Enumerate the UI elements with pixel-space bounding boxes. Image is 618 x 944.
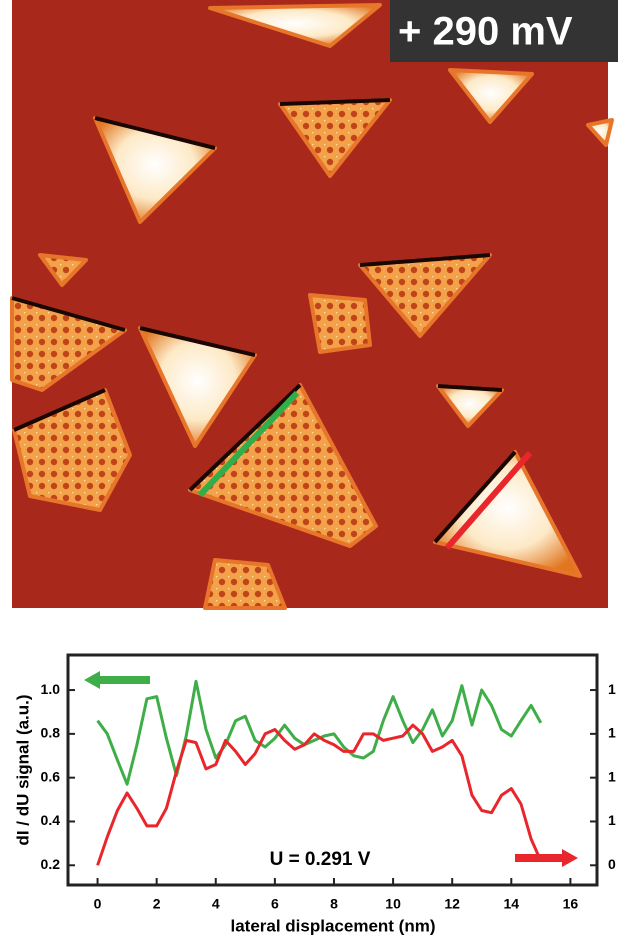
x-axis-label: lateral displacement (nm) [230,916,435,935]
voltage-label: + 290 mV [398,10,573,54]
green-arrow [84,671,150,689]
x-tick-label: 16 [563,896,579,912]
y2-tick-label: 1 [608,681,616,697]
y2-tick-label: 0 [608,856,616,872]
page: + 290 mV dI / dU signal (a.u.) lateral d… [0,0,618,944]
y2-tick-label: 1 [608,768,616,784]
x-tick-label: 14 [504,896,520,912]
x-tick-label: 12 [444,896,460,912]
x-tick-label: 4 [212,896,220,912]
y-tick-label: 0.2 [41,856,61,872]
y-tick-label: 1.0 [41,681,61,697]
x-tick-label: 6 [271,896,279,912]
red-arrow [515,849,578,867]
y-tick-label: 0.6 [41,768,61,784]
y2-tick-label: 1 [608,725,616,741]
annotation: U = 0.291 V [270,849,371,870]
x-tick-label: 2 [153,896,161,912]
y-tick-label: 0.4 [41,812,61,828]
figure: + 290 mV dI / dU signal (a.u.) lateral d… [0,0,618,944]
x-tick-label: 8 [330,896,338,912]
y2-tick-label: 1 [608,812,616,828]
stm-image: + 290 mV [12,0,618,608]
y-axis-label: dI / dU signal (a.u.) [13,694,32,845]
data-line [98,681,541,784]
data-line [98,725,541,865]
x-tick-label: 0 [94,896,102,912]
y-tick-label: 0.8 [41,725,61,741]
x-tick-label: 10 [385,896,401,912]
